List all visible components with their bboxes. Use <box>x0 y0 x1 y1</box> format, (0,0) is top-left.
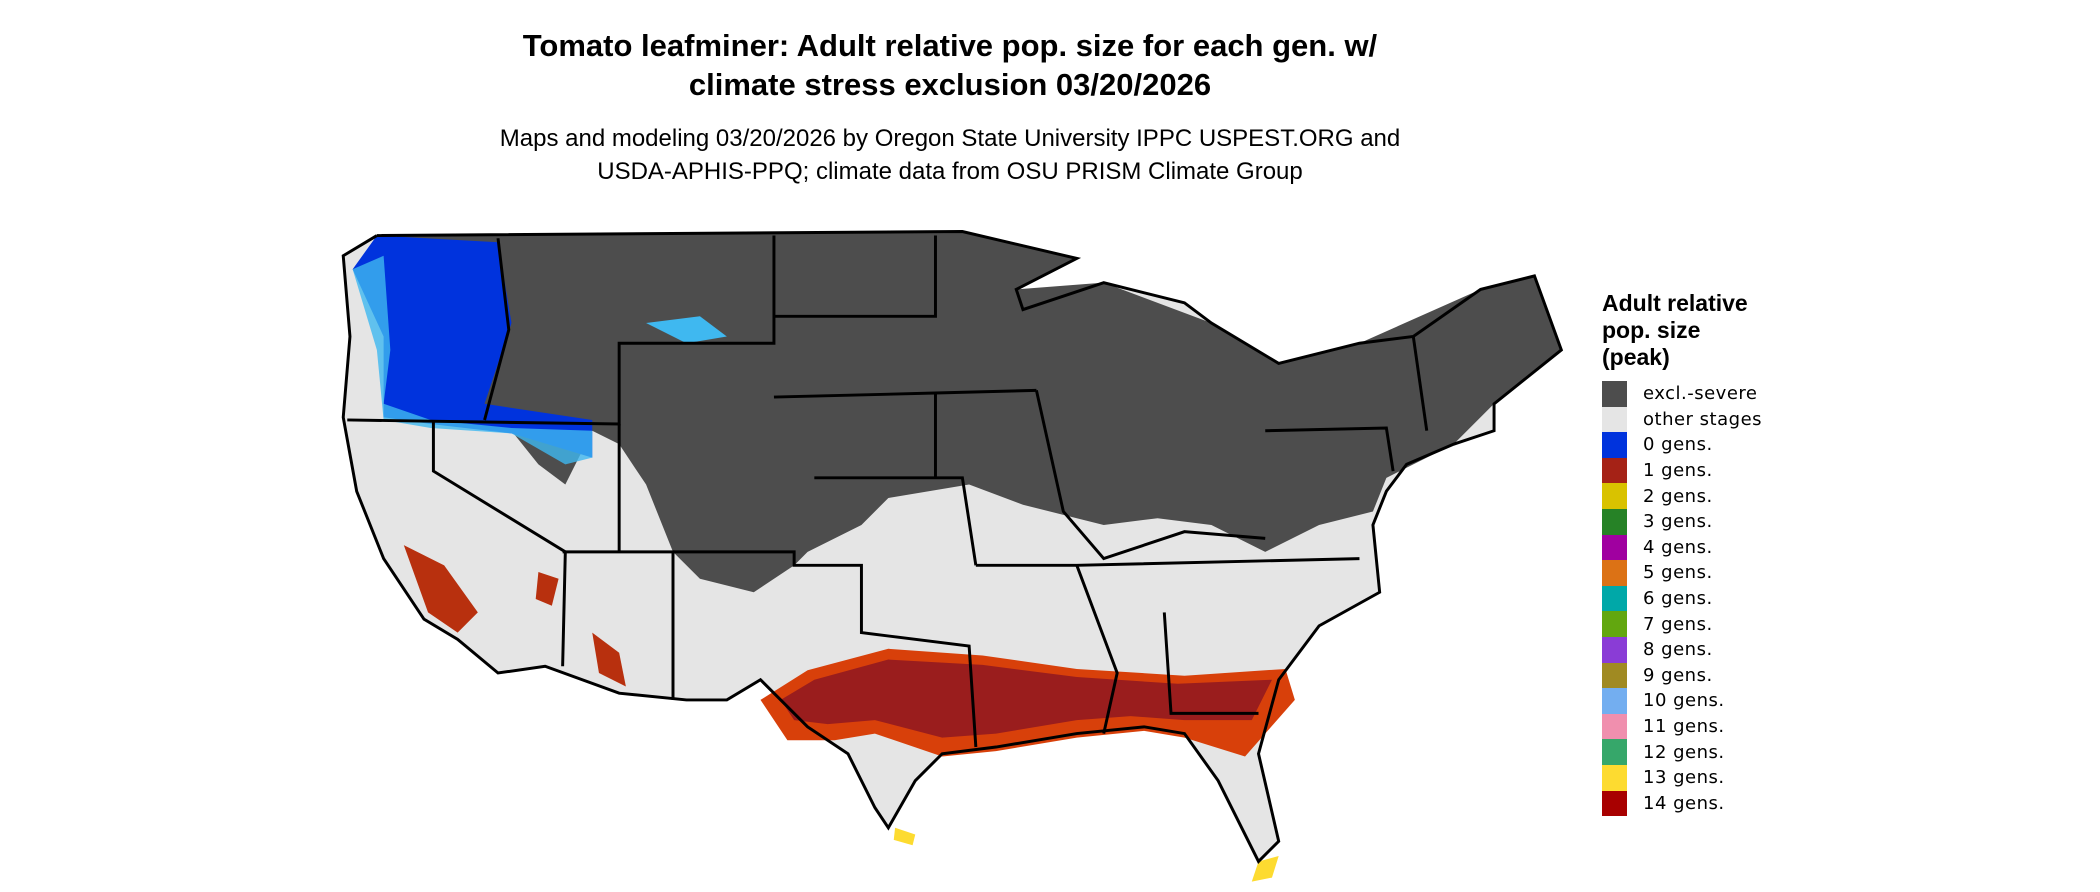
legend-label: other stages <box>1643 408 1763 430</box>
legend-swatch <box>1602 483 1627 509</box>
legend-title-line: Adult relative <box>1602 290 1748 316</box>
legend-item: 13 gens. <box>1602 764 1762 791</box>
one-gen-region-nevada <box>535 572 559 606</box>
legend-item: 6 gens. <box>1602 585 1762 612</box>
legend-swatch <box>1602 534 1627 561</box>
legend-item: 0 gens. <box>1602 432 1762 458</box>
legend-swatch <box>1602 406 1627 433</box>
map-title-line-1: Tomato leafminer: Adult relative pop. si… <box>522 28 1378 63</box>
legend-item: 14 gens. <box>1602 790 1762 817</box>
legend-swatch <box>1602 739 1627 765</box>
legend-label: excl.-severe <box>1643 383 1758 405</box>
one-gen-region-california <box>403 545 478 633</box>
zero-gens-fringe <box>352 255 593 465</box>
legend-title: Adult relative pop. size (peak) <box>1602 290 1762 371</box>
legend-item: 3 gens. <box>1602 508 1762 535</box>
legend-item: 9 gens. <box>1602 662 1762 689</box>
legend: Adult relative pop. size (peak) excl.-se… <box>1602 290 1763 817</box>
legend-label: 10 gens. <box>1643 690 1725 712</box>
legend-label: 12 gens. <box>1643 741 1725 763</box>
legend-item: 7 gens. <box>1602 611 1762 637</box>
legend-item: other stages <box>1602 406 1763 433</box>
legend-swatch <box>1602 432 1627 458</box>
legend-swatch <box>1602 790 1627 817</box>
legend-swatch <box>1602 688 1627 714</box>
legend-title-line: (peak) <box>1602 344 1670 370</box>
map-subtitle-line-1: Maps and modeling 03/20/2026 by Oregon S… <box>499 125 1401 152</box>
legend-label: 11 gens. <box>1643 716 1725 738</box>
legend-swatch <box>1602 381 1627 407</box>
thirteen-gens-florida-tip <box>1251 856 1279 882</box>
legend-label: 14 gens. <box>1643 792 1725 814</box>
legend-swatch <box>1602 457 1627 484</box>
legend-swatch <box>1602 764 1627 791</box>
legend-label: 2 gens. <box>1643 485 1713 507</box>
map-title-line-2: climate stress exclusion 03/20/2026 <box>688 67 1212 102</box>
legend-items: excl.-severe other stages 0 gens. 1 gens. 2 … <box>1602 381 1763 817</box>
legend-swatch <box>1602 636 1627 663</box>
legend-item: 11 gens. <box>1602 713 1762 740</box>
legend-item: 1 gens. <box>1602 457 1762 484</box>
zero-gens-region <box>352 235 593 458</box>
zero-gens-patch-wyoming <box>646 316 727 344</box>
legend-swatch <box>1602 611 1627 637</box>
thirteen-gens-texas-tip <box>893 827 916 846</box>
legend-label: 5 gens. <box>1643 562 1713 584</box>
legend-swatch <box>1602 662 1627 689</box>
legend-swatch <box>1602 508 1627 535</box>
one-gen-region-arizona <box>592 632 626 687</box>
legend-label: 13 gens. <box>1643 767 1725 789</box>
legend-item: excl.-severe <box>1602 381 1762 407</box>
legend-swatch <box>1602 560 1627 586</box>
legend-label: 6 gens. <box>1643 588 1713 610</box>
legend-swatch <box>1602 713 1627 740</box>
legend-title-line: pop. size <box>1602 317 1701 343</box>
legend-label: 1 gens. <box>1643 460 1713 482</box>
legend-label: 8 gens. <box>1643 639 1713 661</box>
legend-label: 9 gens. <box>1643 664 1713 686</box>
legend-item: 5 gens. <box>1602 560 1762 586</box>
one-gen-region-south <box>780 659 1272 738</box>
legend-label: 7 gens. <box>1643 613 1713 635</box>
legend-swatch <box>1602 585 1627 612</box>
legend-item: 2 gens. <box>1602 483 1762 509</box>
legend-label: 4 gens. <box>1643 536 1713 558</box>
legend-item: 10 gens. <box>1602 688 1762 714</box>
map-subtitle-line-2: USDA-APHIS-PPQ; climate data from OSU PR… <box>597 158 1303 185</box>
legend-label: 3 gens. <box>1643 511 1713 533</box>
legend-item: 12 gens. <box>1602 739 1762 765</box>
legend-item: 4 gens. <box>1602 534 1762 561</box>
state-borders <box>341 230 1564 864</box>
legend-label: 0 gens. <box>1643 434 1713 456</box>
legend-item: 8 gens. <box>1602 636 1762 663</box>
